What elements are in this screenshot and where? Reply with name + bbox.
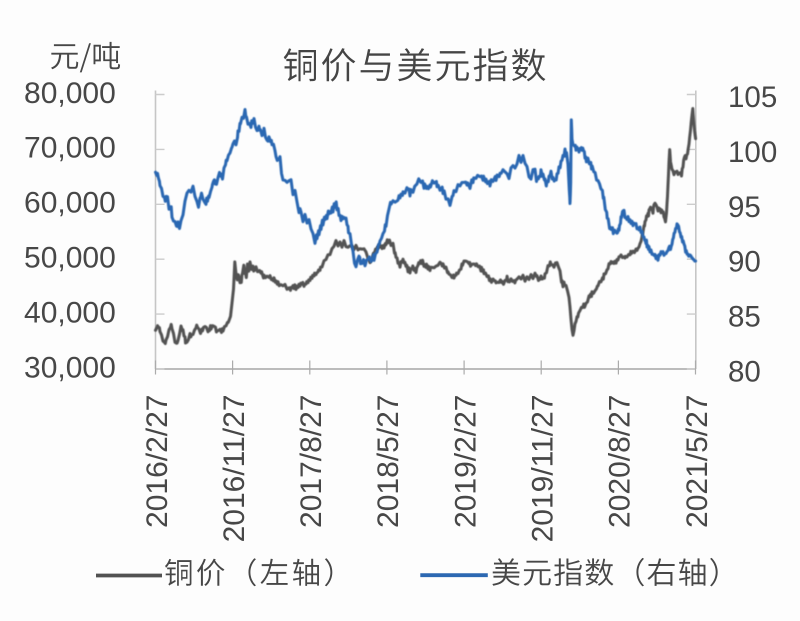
svg-text:2017/8/27: 2017/8/27 <box>295 395 328 528</box>
svg-text:2019/11/27: 2019/11/27 <box>527 395 560 543</box>
svg-text:2021/5/27: 2021/5/27 <box>681 395 714 528</box>
svg-text:2019/2/27: 2019/2/27 <box>449 395 482 528</box>
svg-text:85: 85 <box>728 301 761 334</box>
svg-text:40,000: 40,000 <box>24 296 116 329</box>
svg-text:95: 95 <box>728 191 761 224</box>
svg-text:2020/8/27: 2020/8/27 <box>604 395 637 528</box>
svg-text:70,000: 70,000 <box>24 132 116 165</box>
svg-text:100: 100 <box>728 136 777 169</box>
svg-text:60,000: 60,000 <box>24 187 116 220</box>
svg-text:2018/5/27: 2018/5/27 <box>372 395 405 528</box>
svg-text:2016/2/27: 2016/2/27 <box>141 395 174 528</box>
svg-text:80: 80 <box>728 356 761 389</box>
svg-text:50,000: 50,000 <box>24 242 116 275</box>
svg-text:2016/11/27: 2016/11/27 <box>218 395 251 543</box>
svg-text:80,000: 80,000 <box>24 77 116 110</box>
svg-text:90: 90 <box>728 246 761 279</box>
svg-text:30,000: 30,000 <box>24 351 116 384</box>
svg-text:105: 105 <box>728 81 777 114</box>
